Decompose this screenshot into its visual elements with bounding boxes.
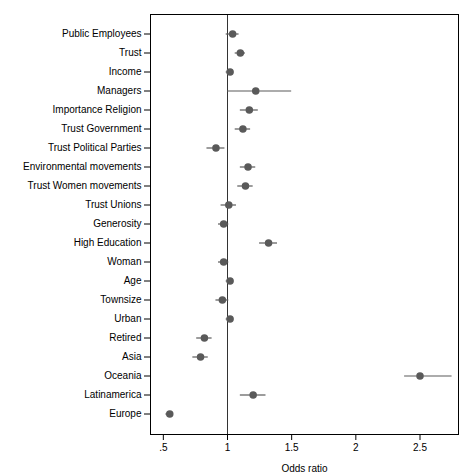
svg-text:Trust Women movements: Trust Women movements xyxy=(28,180,142,191)
svg-text:Oceania: Oceania xyxy=(104,370,142,381)
svg-text:1.5: 1.5 xyxy=(285,442,299,453)
svg-text:1: 1 xyxy=(225,442,231,453)
svg-text:Trust Unions: Trust Unions xyxy=(85,199,141,210)
svg-text:Retired: Retired xyxy=(109,332,141,343)
svg-text:Trust Political Parties: Trust Political Parties xyxy=(48,142,142,153)
svg-text:Trust Government: Trust Government xyxy=(61,123,141,134)
svg-text:Townsize: Townsize xyxy=(100,294,142,305)
svg-text:2: 2 xyxy=(353,442,359,453)
svg-text:.5: .5 xyxy=(159,442,168,453)
svg-text:Trust: Trust xyxy=(119,47,142,58)
svg-text:Public Employees: Public Employees xyxy=(62,28,141,39)
svg-text:Woman: Woman xyxy=(107,256,141,267)
svg-text:Income: Income xyxy=(109,66,142,77)
svg-text:Odds ratio: Odds ratio xyxy=(281,463,328,474)
svg-text:Generosity: Generosity xyxy=(93,218,141,229)
svg-text:Environmental movements: Environmental movements xyxy=(23,161,141,172)
svg-text:High Education: High Education xyxy=(74,237,142,248)
svg-text:Asia: Asia xyxy=(122,351,142,362)
svg-text:Importance Religion: Importance Religion xyxy=(53,104,142,115)
svg-text:Age: Age xyxy=(124,275,142,286)
svg-text:Latinamerica: Latinamerica xyxy=(84,389,142,400)
svg-text:Europe: Europe xyxy=(109,408,142,419)
svg-text:2.5: 2.5 xyxy=(413,442,427,453)
svg-text:Urban: Urban xyxy=(114,313,141,324)
svg-text:Managers: Managers xyxy=(97,85,141,96)
